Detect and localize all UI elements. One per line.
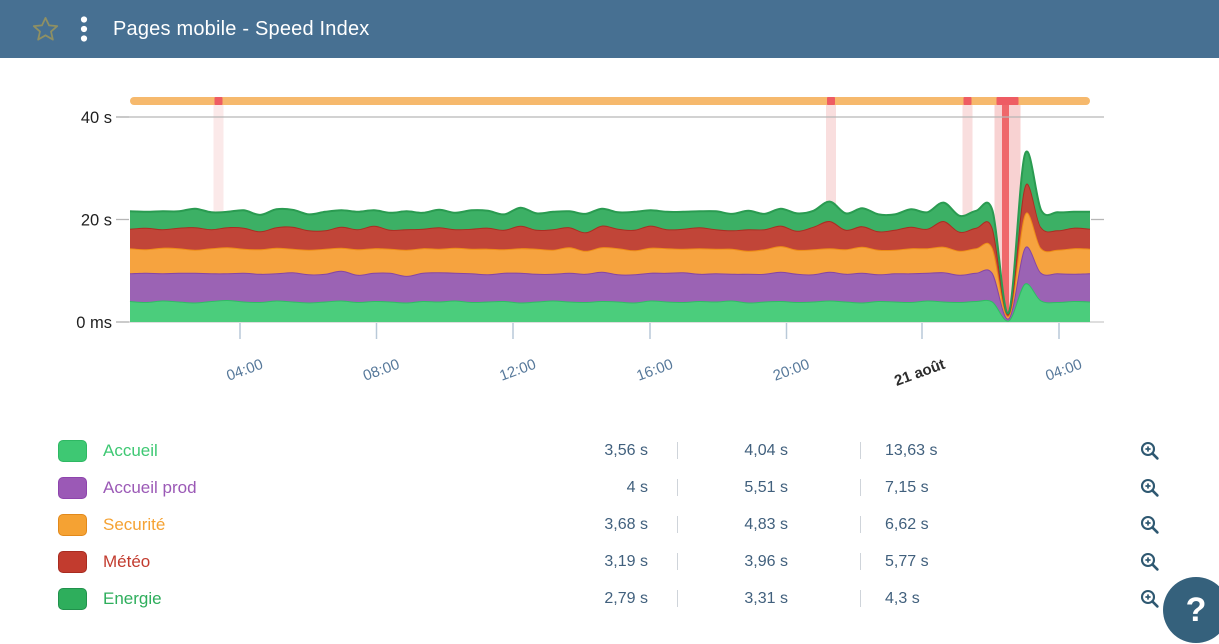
- incident-stripe: [1002, 105, 1009, 322]
- stat-value: 3,19 s: [604, 552, 648, 570]
- legend-row-securite: Securité 3,68 s 4,83 s 6,62 s: [58, 506, 1219, 543]
- stat-value: 4,04 s: [744, 441, 788, 459]
- stat-value: 4 s: [626, 478, 648, 496]
- zoom-series-button[interactable]: [1140, 589, 1160, 609]
- column-divider: [677, 590, 678, 607]
- stat-value: 4,83 s: [744, 515, 788, 533]
- x-axis-label: 12:00: [497, 356, 538, 385]
- y-axis-label: 20 s: [81, 212, 112, 230]
- speed-index-chart[interactable]: 0 ms 20 s 40 s 04:00 08:00 12:00 16:00 20:00 21 …: [0, 58, 1219, 432]
- incident-bar-segment[interactable]: [996, 97, 1019, 105]
- zoom-in-icon: [1140, 589, 1159, 608]
- legend-table: Accueil 3,56 s 4,04 s 13,63 s Accueil pr…: [58, 432, 1219, 617]
- incident-bar[interactable]: [130, 97, 1090, 105]
- area-accueil-prod: [130, 246, 1090, 321]
- zoom-in-icon: [1140, 515, 1159, 534]
- zoom-series-button[interactable]: [1140, 478, 1160, 498]
- y-axis-label: 40 s: [81, 109, 112, 127]
- column-divider: [677, 479, 678, 496]
- stat-value: 13,63 s: [885, 441, 938, 459]
- column-divider: [860, 442, 861, 459]
- column-divider: [860, 553, 861, 570]
- stat-value: 7,15 s: [885, 478, 929, 496]
- x-axis-label: 08:00: [361, 356, 402, 385]
- column-divider: [860, 590, 861, 607]
- star-icon: [32, 16, 59, 41]
- legend-series-label[interactable]: Energie: [103, 588, 162, 608]
- stat-value: 3,31 s: [744, 589, 788, 607]
- area-securit-: [130, 212, 1090, 319]
- column-divider: [677, 442, 678, 459]
- zoom-series-button[interactable]: [1140, 552, 1160, 572]
- legend-row-meteo: Météo 3,19 s 3,96 s 5,77 s: [58, 543, 1219, 580]
- incident-bar-segment[interactable]: [963, 97, 972, 105]
- zoom-series-button[interactable]: [1140, 515, 1160, 535]
- stat-value: 2,79 s: [604, 589, 648, 607]
- incident-bar-segment[interactable]: [827, 97, 835, 105]
- zoom-series-button[interactable]: [1140, 441, 1160, 461]
- stat-value: 4,3 s: [885, 589, 920, 607]
- widget-header: Pages mobile - Speed Index: [0, 0, 1219, 58]
- stat-value: 5,77 s: [885, 552, 929, 570]
- widget-menu-button[interactable]: [80, 15, 88, 43]
- legend-row-energie: Energie 2,79 s 3,31 s 4,3 s: [58, 580, 1219, 617]
- chart-container: 0 ms 20 s 40 s 04:00 08:00 12:00 16:00 20:00 21 …: [0, 58, 1219, 432]
- legend-swatch[interactable]: [58, 513, 87, 536]
- stat-value: 6,62 s: [885, 515, 929, 533]
- column-divider: [677, 553, 678, 570]
- y-axis-label: 0 ms: [76, 314, 112, 332]
- legend-series-label[interactable]: Accueil prod: [103, 477, 197, 497]
- favorite-star-button[interactable]: [32, 16, 59, 43]
- x-axis-label: 21 août: [892, 356, 947, 390]
- x-axis-label: 20:00: [771, 356, 812, 385]
- legend-swatch[interactable]: [58, 476, 87, 499]
- column-divider: [860, 479, 861, 496]
- stat-value: 5,51 s: [744, 478, 788, 496]
- incident-bar-segment[interactable]: [214, 97, 223, 105]
- area-accueil: [130, 283, 1090, 322]
- zoom-in-icon: [1140, 552, 1159, 571]
- x-axis-label: 16:00: [634, 356, 675, 385]
- legend-series-label[interactable]: Accueil: [103, 440, 158, 460]
- legend-series-label[interactable]: Météo: [103, 551, 151, 571]
- widget-title: Pages mobile - Speed Index: [113, 17, 370, 40]
- legend-swatch[interactable]: [58, 550, 87, 573]
- help-button[interactable]: ?: [1163, 577, 1219, 643]
- legend-row-accueil-prod: Accueil prod 4 s 5,51 s 7,15 s: [58, 469, 1219, 506]
- x-axis-label: 04:00: [1043, 356, 1084, 385]
- legend-series-label[interactable]: Securité: [103, 514, 166, 534]
- kebab-menu-icon: [80, 16, 88, 42]
- x-axis-label: 04:00: [224, 356, 265, 385]
- legend-swatch[interactable]: [58, 439, 87, 462]
- stat-value: 3,68 s: [604, 515, 648, 533]
- legend-row-accueil: Accueil 3,56 s 4,04 s 13,63 s: [58, 432, 1219, 469]
- zoom-in-icon: [1140, 478, 1159, 497]
- stat-value: 3,56 s: [604, 441, 648, 459]
- legend-swatch[interactable]: [58, 587, 87, 610]
- column-divider: [677, 516, 678, 533]
- area-stroke-energie: [129, 150, 1091, 315]
- column-divider: [860, 516, 861, 533]
- stat-value: 3,96 s: [744, 552, 788, 570]
- zoom-in-icon: [1140, 441, 1159, 460]
